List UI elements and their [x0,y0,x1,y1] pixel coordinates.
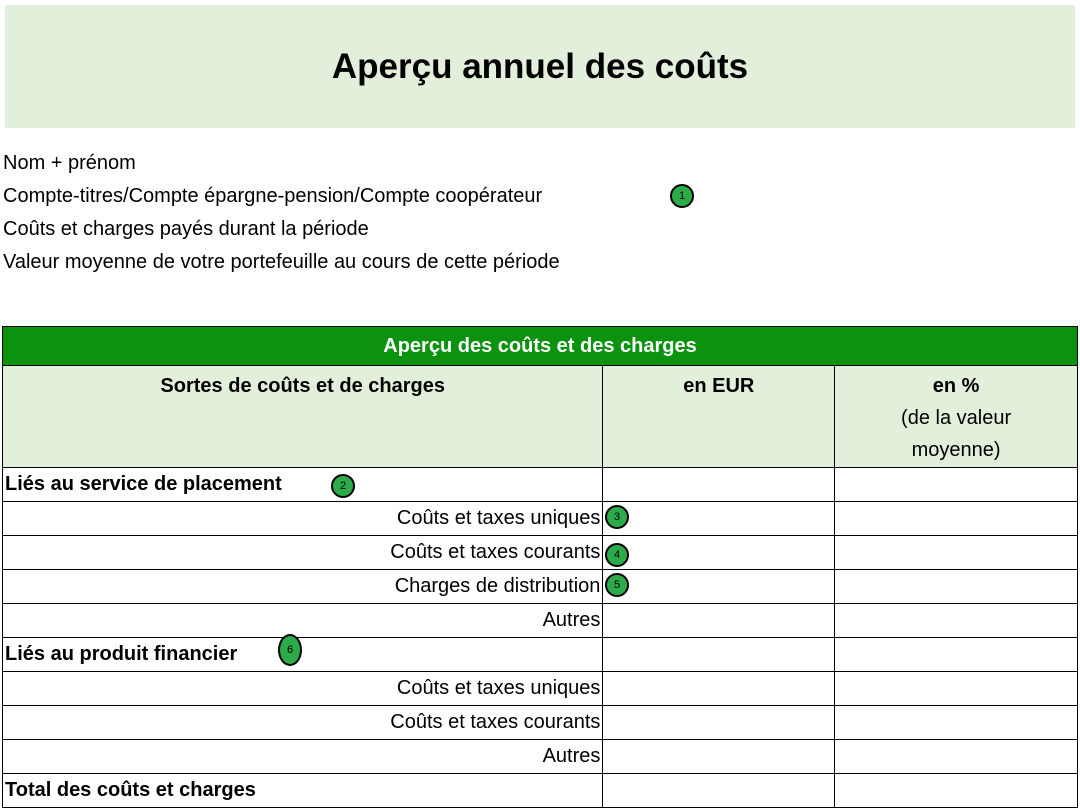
eur-cell[interactable] [602,637,836,672]
table-row: Autres [1,739,1078,774]
pct-cell[interactable] [834,739,1078,774]
row-label: Charges de distribution [1,569,604,604]
table-row: Autres [1,603,1078,638]
pct-cell[interactable] [834,535,1078,570]
eur-cell[interactable] [602,739,836,774]
pct-cell[interactable] [834,603,1078,638]
costs-table: Aperçu des coûts et des charges Sortes d… [1,326,1078,808]
eur-cell[interactable] [602,773,836,808]
row-label: Autres [1,603,604,638]
eur-cell[interactable] [602,501,836,536]
row-label: Coûts et taxes courants [1,705,604,740]
row-label: Liés au produit financier [1,637,604,672]
pct-cell[interactable] [834,671,1078,706]
header-pct: en % (de la valeur moyenne) [834,365,1078,468]
badge-6: 6 [278,634,302,666]
info-costs-paid: Coûts et charges payés durant la période [3,218,369,240]
eur-cell[interactable] [602,569,836,604]
info-name: Nom + prénom [3,152,136,174]
pct-cell[interactable] [834,501,1078,536]
header-pct-sub1: (de la valeur [901,407,1012,429]
header-eur: en EUR [602,365,836,468]
pct-cell[interactable] [834,705,1078,740]
table-row: Coûts et taxes courants [1,535,1078,570]
table-row: Charges de distribution [1,569,1078,604]
row-label: Total des coûts et charges [1,773,604,808]
page-title: Aperçu annuel des coûts [331,46,749,86]
info-avg-value: Valeur moyenne de votre portefeuille au … [3,251,560,273]
badge-1: 1 [670,184,694,208]
info-account: Compte-titres/Compte épargne-pension/Com… [3,185,543,207]
row-label: Coûts et taxes uniques [1,501,604,536]
badge-3: 3 [605,505,629,529]
title-band: Aperçu annuel des coûts [5,5,1075,128]
table-row: Coûts et taxes courants [1,705,1078,740]
pct-cell[interactable] [834,773,1078,808]
header-type: Sortes de coûts et de charges [1,365,604,468]
table-caption: Aperçu des coûts et des charges [2,326,1078,366]
table-row: Coûts et taxes uniques [1,671,1078,706]
header-pct-label: en % [932,375,980,397]
row-label: Coûts et taxes uniques [1,671,604,706]
eur-cell[interactable] [602,671,836,706]
eur-cell[interactable] [602,603,836,638]
table-row: Total des coûts et charges [1,773,1078,808]
badge-5: 5 [605,573,629,597]
badge-4: 4 [605,543,629,567]
table-row: Liés au produit financier [1,637,1078,672]
row-label: Autres [1,739,604,774]
eur-cell[interactable] [602,705,836,740]
eur-cell[interactable] [602,535,836,570]
eur-cell[interactable] [602,467,836,502]
header-pct-sub2: moyenne) [911,439,1001,461]
row-label: Coûts et taxes courants [1,535,604,570]
badge-2: 2 [331,474,355,498]
table-row: Liés au service de placement [1,467,1078,502]
row-label: Liés au service de placement [1,467,604,502]
table-row: Coûts et taxes uniques [1,501,1078,536]
pct-cell[interactable] [834,637,1078,672]
pct-cell[interactable] [834,467,1078,502]
pct-cell[interactable] [834,569,1078,604]
